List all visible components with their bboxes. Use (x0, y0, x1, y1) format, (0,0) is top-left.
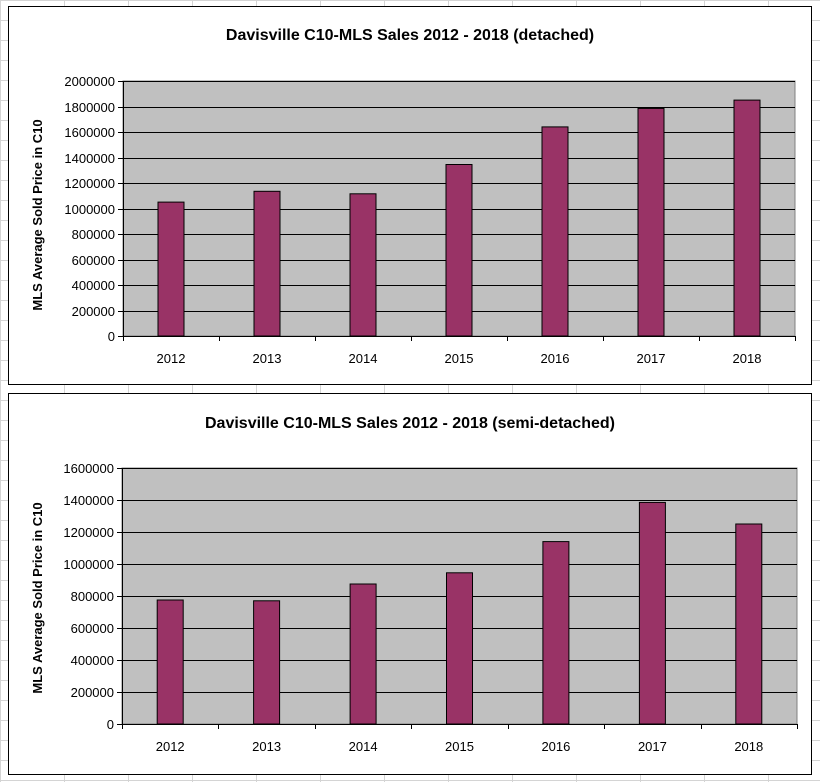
semi-detached-x-tick-label-2018: 2018 (734, 739, 763, 754)
semi-detached-bar-2016 (542, 541, 570, 725)
detached-y-tick-label: 1200000 (64, 176, 115, 191)
semi-detached-y-tick-label: 1400000 (63, 493, 114, 508)
detached-y-tick-label: 1600000 (64, 125, 115, 140)
detached-x-tick-label-2015: 2015 (445, 351, 474, 366)
detached-bar-2018 (733, 99, 761, 337)
semi-detached-x-tick-label-2015: 2015 (445, 739, 474, 754)
detached-x-tick-label-2018: 2018 (733, 351, 762, 366)
semi-detached-x-tick-label-2014: 2014 (349, 739, 378, 754)
semi-detached-bar-2012 (156, 599, 184, 725)
semi-detached-chart-panel: Davisville C10-MLS Sales 2012 - 2018 (se… (8, 393, 812, 775)
semi-detached-bar-2018 (735, 523, 763, 725)
detached-y-axis-label: MLS Average Sold Price in C10 (30, 119, 45, 310)
detached-x-tick-label-2014: 2014 (349, 351, 378, 366)
detached-bar-2014 (349, 193, 377, 337)
detached-x-tick-label-2013: 2013 (253, 351, 282, 366)
semi-detached-bar-2015 (446, 572, 473, 725)
detached-x-tick-label-2012: 2012 (157, 351, 186, 366)
semi-detached-x-tick-label-2013: 2013 (252, 739, 281, 754)
semi-detached-plot: 0 200000 400000 600000 800000 1000000 1200000 1… (63, 461, 798, 754)
semi-detached-chart-title: Davisville C10-MLS Sales 2012 - 2018 (se… (205, 415, 615, 432)
detached-y-tick-label: 200000 (72, 304, 115, 319)
detached-bar-2016 (541, 126, 569, 337)
semi-detached-y-tick-label: 1200000 (63, 525, 114, 540)
detached-chart-panel: Davisville C10-MLS Sales 2012 - 2018 (de… (8, 6, 812, 385)
detached-bar-2015 (445, 164, 473, 337)
semi-detached-y-axis-label: MLS Average Sold Price in C10 (30, 502, 45, 693)
semi-detached-bar-2013 (253, 600, 281, 725)
semi-detached-chart: Davisville C10-MLS Sales 2012 - 2018 (se… (30, 415, 798, 754)
detached-y-tick-label: 400000 (72, 278, 115, 293)
detached-y-tick-label: 600000 (72, 253, 115, 268)
detached-bar-2012 (157, 201, 185, 337)
semi-detached-y-tick-label: 1000000 (63, 557, 114, 572)
semi-detached-y-tick-label: 1600000 (63, 461, 114, 476)
detached-x-tick-label-2017: 2017 (637, 351, 666, 366)
detached-bar-2017 (637, 107, 665, 337)
semi-detached-y-tick-label: 0 (107, 717, 114, 732)
semi-detached-y-tick-label: 800000 (71, 589, 114, 604)
semi-detached-bar-2017 (638, 501, 666, 725)
detached-y-tick-label: 2000000 (64, 74, 115, 89)
detached-y-tick-label: 800000 (72, 227, 115, 242)
detached-y-tick-label: 0 (108, 329, 115, 344)
semi-detached-x-tick-label-2012: 2012 (156, 739, 185, 754)
detached-chart: Davisville C10-MLS Sales 2012 - 2018 (de… (30, 27, 796, 366)
semi-detached-y-tick-label: 600000 (71, 621, 114, 636)
detached-bar-2013 (253, 190, 281, 337)
detached-y-tick-label: 1400000 (64, 151, 115, 166)
detached-y-tick-label: 1000000 (64, 202, 115, 217)
detached-x-tick-label-2016: 2016 (541, 351, 570, 366)
detached-plot: 0 200000 400000 600000 800000 1000000 1200000 1… (64, 74, 796, 366)
semi-detached-bar-2014 (349, 583, 377, 725)
detached-y-tick-label: 1800000 (64, 100, 115, 115)
detached-chart-title: Davisville C10-MLS Sales 2012 - 2018 (de… (226, 27, 594, 44)
semi-detached-x-tick-label-2016: 2016 (541, 739, 570, 754)
semi-detached-y-tick-label: 400000 (71, 653, 114, 668)
semi-detached-x-tick-label-2017: 2017 (638, 739, 667, 754)
semi-detached-y-tick-label: 200000 (71, 685, 114, 700)
